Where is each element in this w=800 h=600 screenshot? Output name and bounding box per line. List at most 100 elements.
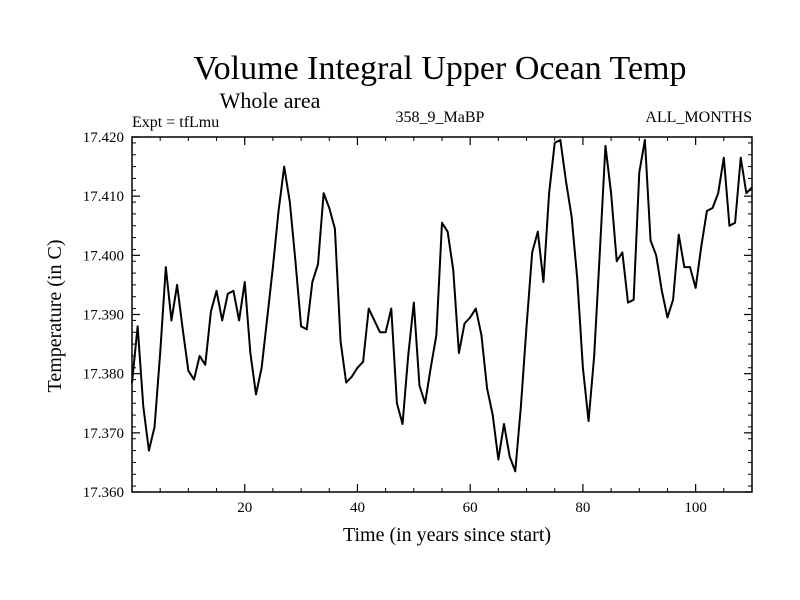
x-tick-label: 60 xyxy=(463,500,478,516)
data-point xyxy=(441,221,443,224)
data-point xyxy=(272,266,274,268)
data-point xyxy=(176,284,178,286)
data-point xyxy=(666,316,669,319)
data-point xyxy=(446,230,449,233)
x-axis-label: Time (in years since start) xyxy=(343,524,551,546)
data-point xyxy=(187,369,190,372)
data-point xyxy=(627,301,629,304)
data-point xyxy=(525,325,528,328)
x-tick-label: 80 xyxy=(575,500,590,516)
data-point xyxy=(582,366,584,369)
data-point xyxy=(576,278,579,280)
data-point xyxy=(243,281,246,283)
data-point xyxy=(677,233,680,236)
data-point xyxy=(429,366,432,369)
data-point xyxy=(514,470,517,473)
data-point xyxy=(723,156,725,159)
data-point xyxy=(153,426,156,428)
data-point xyxy=(345,381,347,384)
plot-frame xyxy=(131,136,753,493)
data-point xyxy=(706,210,708,212)
y-axis: 17.360 17.370 17.380 17.390 17.400 17.410 17.4… xyxy=(83,130,752,501)
data-point xyxy=(503,423,505,425)
data-point xyxy=(170,319,173,322)
x-tick-label: 40 xyxy=(350,500,365,516)
series-layer xyxy=(131,138,753,473)
data-point xyxy=(683,266,686,268)
data-point xyxy=(390,307,393,310)
series-line-temperature xyxy=(131,138,753,473)
data-point xyxy=(334,227,336,230)
data-point xyxy=(548,192,550,195)
data-point xyxy=(142,405,145,408)
data-point xyxy=(181,328,184,331)
data-point xyxy=(644,139,646,141)
x-tick-label: 20 xyxy=(237,500,252,516)
data-point xyxy=(700,245,703,248)
data-point xyxy=(649,239,652,242)
data-point xyxy=(367,307,370,310)
data-point xyxy=(283,165,285,168)
data-point xyxy=(266,316,269,319)
data-point xyxy=(407,355,409,357)
data-point xyxy=(694,287,697,289)
data-point xyxy=(537,230,539,233)
data-point xyxy=(300,325,302,328)
data-point xyxy=(424,402,426,405)
data-point xyxy=(599,251,601,254)
data-point xyxy=(711,207,714,209)
data-point xyxy=(520,405,522,408)
data-point xyxy=(232,290,235,292)
data-point xyxy=(542,281,545,283)
data-point xyxy=(255,393,257,396)
data-point xyxy=(311,281,314,283)
data-point xyxy=(689,266,691,268)
data-point xyxy=(210,310,212,313)
data-point xyxy=(745,192,748,195)
data-point xyxy=(728,224,731,227)
data-point xyxy=(463,322,466,325)
data-point xyxy=(294,260,297,263)
data-point xyxy=(734,221,736,224)
y-tick-label: 17.390 xyxy=(83,308,124,324)
experiment-label: Expt = tfLmu xyxy=(132,114,219,131)
data-point xyxy=(396,402,398,405)
data-point xyxy=(351,375,353,378)
data-point xyxy=(238,319,240,322)
data-point xyxy=(148,449,150,452)
data-point xyxy=(305,328,308,331)
data-point xyxy=(193,378,195,381)
data-point xyxy=(159,352,161,354)
data-point xyxy=(531,251,533,254)
y-tick-label: 17.420 xyxy=(83,130,124,146)
data-point xyxy=(621,251,624,254)
data-point xyxy=(379,331,381,334)
data-point xyxy=(565,180,567,183)
data-point xyxy=(610,192,612,195)
data-point xyxy=(215,290,218,292)
y-tick-label: 17.360 xyxy=(83,485,124,501)
data-point xyxy=(356,366,359,369)
data-point xyxy=(198,355,201,357)
data-point xyxy=(373,319,376,322)
data-point xyxy=(491,414,494,416)
data-point xyxy=(221,319,223,322)
data-point xyxy=(508,455,511,458)
data-point xyxy=(615,260,618,263)
data-point xyxy=(458,352,460,354)
data-point xyxy=(322,192,325,195)
y-tick-label: 17.400 xyxy=(83,248,124,264)
data-point xyxy=(328,207,331,209)
data-point xyxy=(587,420,590,422)
data-point xyxy=(739,156,742,159)
data-point xyxy=(486,387,488,390)
data-point xyxy=(469,316,471,319)
y-tick-label: 17.370 xyxy=(83,426,124,442)
data-point xyxy=(661,290,663,292)
data-point xyxy=(570,216,573,218)
data-point xyxy=(593,355,595,357)
y-tick-label: 17.380 xyxy=(83,367,124,383)
data-point xyxy=(717,192,719,195)
data-point xyxy=(339,340,342,342)
data-point xyxy=(136,325,139,328)
